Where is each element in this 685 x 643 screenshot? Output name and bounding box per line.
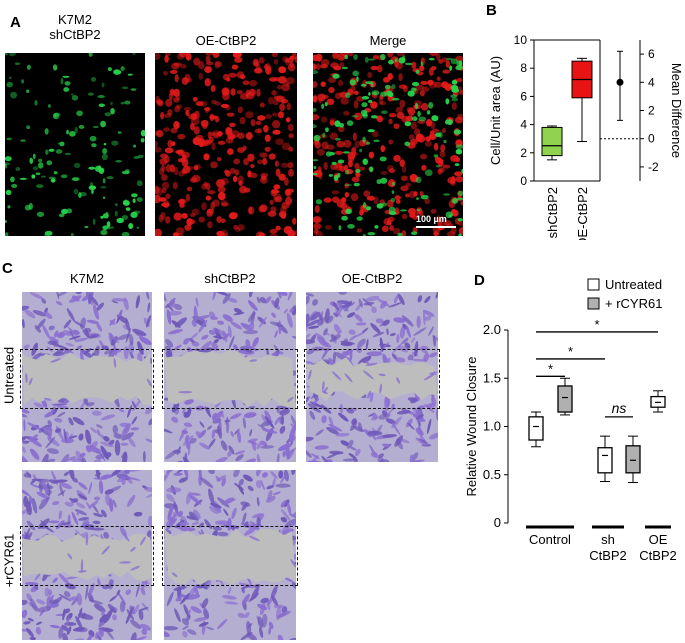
legend-swatch [587,278,600,291]
wound-region-box [304,349,440,409]
panel-c-row-rcyr61: +rCYR61 [1,533,17,588]
wound-gap [164,528,296,586]
wound-region-box [162,349,298,409]
micrograph-oe-ctbp2-red [155,53,297,236]
wound-gap [22,533,152,582]
panel-a-title-3: Merge [369,33,407,48]
y-tick-label: 2 [520,146,527,160]
y-tick-label: 0 [520,174,527,188]
panel-label-c: C [2,260,13,277]
cell-dots [5,53,145,236]
panel-c-row-untreated: Untreated [1,346,17,405]
wound-image-oe-ctbp2-untreated [306,292,438,462]
panel-label-a: A [10,14,21,31]
y2-tick-label: 2 [648,104,655,118]
panel-label-d: D [474,272,485,289]
box-body [528,416,544,441]
x-tick-label: OE-CtBP2 [575,187,590,240]
legend-label: + rCYR61 [605,296,662,311]
stray-cells [178,359,294,403]
panel-c-col-oe-ctbp2: OE-CtBP2 [341,271,403,286]
significance-label: * [568,344,573,359]
y-axis-label: Cell/Unit area (AU) [488,56,503,165]
y-tick-label: 4 [520,118,527,132]
panel-b-chart: 0 2 4 6 8 10 Cell/Unit area (AU) shCtBP2 OE-CtBP… [488,33,684,240]
panel-a-title-1: K7M2 shCtBP2 [49,12,101,42]
wound-image-k7m2-untreated [22,292,152,462]
wound-region-box [20,349,154,409]
y2-tick-label: 6 [648,47,655,61]
y-tick-label: 8 [520,61,527,75]
wound-gap [164,350,296,408]
panel-d-chart: 0 0.5 1.0 1.5 2.0 Relative Wound Closure Untre… [464,277,677,563]
cell-dots [155,53,297,236]
y-tick-label: 6 [520,89,527,103]
stray-cells [171,535,296,577]
box-oe-ctbp2 [571,57,593,143]
y-tick-label: 2.0 [483,322,501,337]
legend-label: Untreated [605,277,662,292]
stray-cells [34,531,146,581]
group-label: Control [529,532,571,547]
panel-label-b: B [486,2,497,19]
panel-c-col-k7m2: K7M2 [70,271,104,286]
group-label: CtBP2 [639,548,677,563]
box-shctbp2 [541,125,563,161]
panel-a-title-2: OE-CtBP2 [195,33,257,48]
stray-cells [306,360,438,399]
y-tick-label: 0.5 [483,467,501,482]
significance-label: * [594,317,599,332]
x-tick-label: shCtBP2 [545,187,560,238]
group-label: CtBP2 [589,548,627,563]
group-label: OE [649,532,668,547]
wound-image-shctbp2-untreated [164,292,296,462]
wound-image-k7m2-rcyr61 [22,470,152,640]
wound-region-box [162,526,298,586]
y2-tick-label: -2 [648,160,659,174]
box-group1-series0 [597,435,613,483]
y-tick-label: 10 [514,33,528,47]
box-body [557,385,573,413]
wound-gap [306,357,438,401]
y-tick-label: 0 [494,515,501,530]
scale-bar [416,226,456,228]
group-label: sh [601,532,615,547]
legend-swatch [587,297,600,310]
y-tick-label: 1.0 [483,419,501,434]
box-body [625,445,641,474]
micrograph-merge [313,53,463,236]
significance-label: ns [612,400,627,416]
wound-region-box [20,526,154,586]
wound-gap [22,352,152,405]
box-group1-series1 [625,435,641,483]
significance-label: * [548,361,553,376]
wound-image-shctbp2-rcyr61 [164,470,296,640]
y2-tick-label: 4 [648,75,655,89]
cell-dots [313,53,463,236]
stray-cells [25,357,152,401]
y2-tick-label: 0 [648,132,655,146]
micrograph-shctbp2-green [5,53,145,236]
y-tick-label: 1.5 [483,370,501,385]
scale-bar-label: 100 µm [416,214,447,224]
y2-axis-label: Mean Difference [669,63,684,158]
box-body [597,447,613,474]
box-group0-series1 [557,377,573,416]
mean-difference-point [616,78,624,86]
box-group0-series0 [528,411,544,448]
box-group2-series0 [650,390,666,413]
panel-c-col-shctbp2: shCtBP2 [204,271,256,286]
y-axis-label: Relative Wound Closure [464,357,479,497]
box-body [541,126,563,157]
